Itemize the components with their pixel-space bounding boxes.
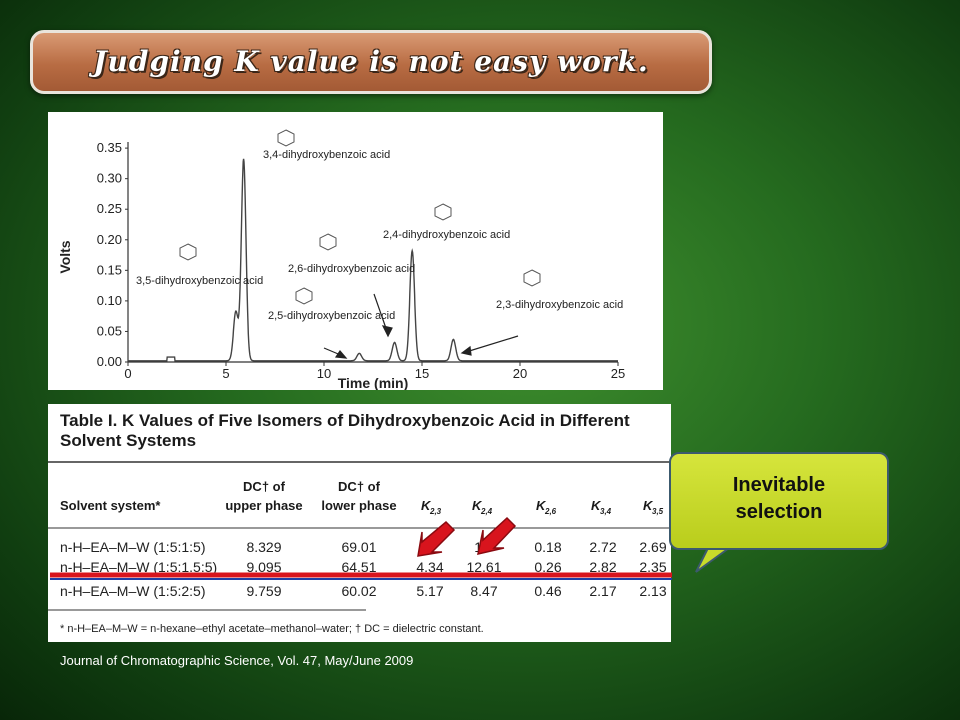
row3-solvent: n-H–EA–M–W (1:5:2:5) (60, 583, 206, 599)
label-23-dhba: 2,3-dihydroxybenzoic acid (496, 299, 623, 311)
row1-k35: 2.69 (639, 539, 666, 555)
header-k23: K (421, 498, 432, 513)
header-k26-sub: 2,6 (544, 507, 557, 516)
row3-k24: 8.47 (470, 583, 497, 599)
pointer-arrows (323, 293, 519, 359)
inevitable-selection-callout: Inevitable selection (669, 452, 889, 550)
header-k24-sub: 2,4 (480, 507, 493, 516)
x-tick-label: 10 (317, 366, 331, 381)
x-tick-label: 25 (611, 366, 625, 381)
row2-k26: 0.26 (534, 559, 561, 575)
row1-k34: 2.72 (589, 539, 616, 555)
x-tick-label: 20 (513, 366, 527, 381)
header-dc-upper-2: upper phase (225, 498, 302, 513)
molecule-structure-icons (179, 129, 541, 305)
citation: Journal of Chromatographic Science, Vol.… (60, 653, 414, 668)
slide-title: Judging K value is not easy work. (93, 45, 649, 78)
table-caption-line1: Table I. K Values of Five Isomers of Dih… (60, 411, 630, 430)
row3-k35: 2.13 (639, 583, 666, 599)
callout-line2: selection (735, 501, 823, 523)
header-dc-lower-1: DC† of (338, 479, 381, 494)
header-dc-lower-2: lower phase (321, 498, 396, 513)
x-axis-label: Time (min) (338, 375, 409, 390)
row1-k26: 0.18 (534, 539, 561, 555)
y-tick-label: 0.25 (97, 201, 122, 216)
label-24-dhba: 2,4-dihydroxybenzoic acid (383, 229, 510, 241)
row3-k26: 0.46 (534, 583, 561, 599)
callout-line1: Inevitable (732, 474, 826, 496)
header-k23-sub: 2,3 (429, 507, 442, 516)
y-tick-label: 0.20 (97, 232, 122, 247)
table-footnote: * n-H–EA–M–W = n-hexane–ethyl acetate–me… (60, 623, 484, 635)
row1-dc-lower: 69.01 (341, 539, 376, 555)
chromatogram-chart: 0.35 0.30 0.25 0.20 0.15 0.10 0.05 0.00 0 5 10 15 2… (57, 129, 625, 391)
title-banner: Judging K value is not easy work. (30, 30, 712, 94)
row3-k34: 2.17 (589, 583, 616, 599)
row3-dc-upper: 9.759 (246, 583, 281, 599)
x-tick-label: 5 (222, 366, 229, 381)
y-tick-label: 0.35 (97, 140, 122, 155)
row3-dc-lower: 60.02 (341, 583, 376, 599)
y-tick-label: 0.00 (97, 354, 122, 369)
label-34-dhba: 3,4-dihydroxybenzoic acid (263, 149, 390, 161)
chromatogram-panel: 0.35 0.30 0.25 0.20 0.15 0.10 0.05 0.00 0 5 10 15 2… (48, 112, 663, 391)
header-dc-upper-1: DC† of (243, 479, 286, 494)
y-axis-label: Volts (57, 240, 73, 273)
header-k24: K (472, 498, 483, 513)
table-caption-line2: Solvent Systems (60, 431, 196, 450)
row2-k24: 12.61 (466, 559, 501, 575)
header-k34-sub: 3,4 (600, 507, 612, 516)
header-k26: K (536, 498, 547, 513)
y-tick-label: 0.05 (97, 323, 122, 338)
header-k34: K (591, 498, 602, 513)
x-tick-label: 15 (415, 366, 429, 381)
y-tick-label: 0.30 (97, 171, 122, 186)
header-solvent: Solvent system* (60, 498, 161, 513)
arrow-k24 (477, 516, 517, 555)
k-values-table-panel: Table I. K Values of Five Isomers of Dih… (48, 404, 671, 642)
row2-k35: 2.35 (639, 559, 666, 575)
x-tick-label: 0 (124, 366, 131, 381)
row2-dc-lower: 64.51 (341, 559, 376, 575)
k-values-table: Table I. K Values of Five Isomers of Dih… (48, 411, 671, 635)
arrow-k23 (417, 520, 456, 557)
header-k35-sub: 3,5 (652, 507, 664, 516)
row2-k34: 2.82 (589, 559, 616, 575)
label-35-dhba: 3,5-dihydroxybenzoic acid (136, 275, 263, 287)
row1-dc-upper: 8.329 (246, 539, 281, 555)
y-tick-label: 0.15 (97, 262, 122, 277)
row3-k23: 5.17 (416, 583, 443, 599)
row1-solvent: n-H–EA–M–W (1:5:1:5) (60, 539, 206, 555)
chromatogram-trace (128, 158, 618, 362)
row2-solvent: n-H–EA–M–W (1:5:1.5:5) (60, 559, 217, 575)
row2-dc-upper: 9.095 (246, 559, 281, 575)
label-25-dhba: 2,5-dihydroxybenzoic acid (268, 310, 395, 322)
label-26-dhba: 2,6-dihydroxybenzoic acid (288, 263, 415, 275)
header-k35: K (643, 498, 654, 513)
y-tick-label: 0.10 (97, 293, 122, 308)
row2-k23: 4.34 (416, 559, 443, 575)
